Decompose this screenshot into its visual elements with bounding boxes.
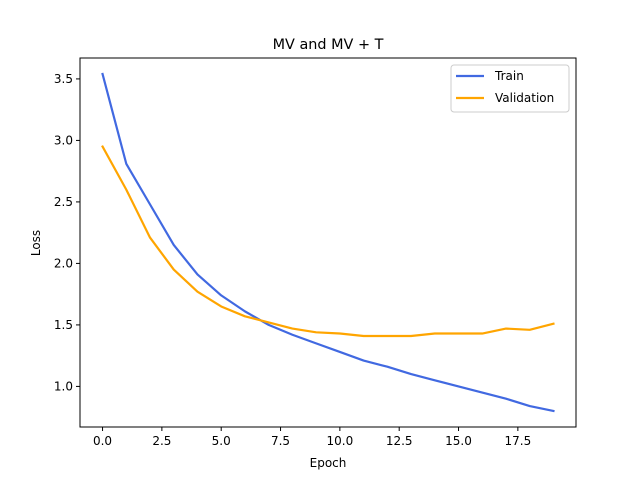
- x-axis-label: Epoch: [310, 456, 347, 470]
- y-tick-label: 2.5: [54, 195, 73, 209]
- x-axis-ticks: 0.0 2.5 5.0 7.5 10.0 12.5 15.0 17.5: [93, 427, 531, 448]
- x-tick-label: 7.5: [271, 434, 290, 448]
- y-axis-label: Loss: [29, 230, 43, 256]
- y-tick-label: 1.0: [54, 379, 73, 393]
- x-tick-label: 17.5: [504, 434, 531, 448]
- x-tick-label: 10.0: [327, 434, 354, 448]
- y-axis-ticks: 1.0 1.5 2.0 2.5 3.0 3.5: [54, 72, 80, 393]
- legend-label-validation: Validation: [495, 91, 554, 105]
- x-tick-label: 15.0: [445, 434, 472, 448]
- y-tick-label: 1.5: [54, 318, 73, 332]
- series-lines: [101, 72, 555, 413]
- x-tick-label: 2.5: [152, 434, 171, 448]
- chart-title: MV and MV + T: [273, 37, 384, 53]
- legend-label-train: Train: [494, 69, 524, 83]
- plot-frame: [79, 57, 577, 428]
- series-line-train: [101, 72, 555, 413]
- series-line-validation: [101, 145, 555, 338]
- y-tick-label: 3.0: [54, 133, 73, 147]
- x-tick-label: 12.5: [386, 434, 413, 448]
- x-tick-label: 0.0: [93, 434, 112, 448]
- y-tick-label: 3.5: [54, 72, 73, 86]
- y-tick-label: 2.0: [54, 256, 73, 270]
- legend: Train Validation: [450, 64, 570, 113]
- x-tick-label: 5.0: [212, 434, 231, 448]
